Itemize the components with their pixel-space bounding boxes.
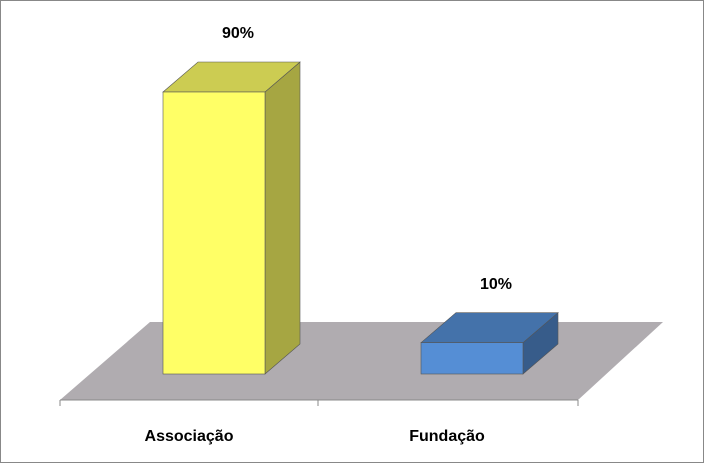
x-tick-label: Fundação xyxy=(409,428,485,445)
floor xyxy=(60,322,663,400)
value-label: 90% xyxy=(222,25,254,42)
bar xyxy=(162,91,266,375)
bar xyxy=(420,342,524,375)
value-label: 10% xyxy=(480,276,512,293)
bar-side xyxy=(264,61,301,375)
x-tick-label: Associação xyxy=(145,428,234,445)
